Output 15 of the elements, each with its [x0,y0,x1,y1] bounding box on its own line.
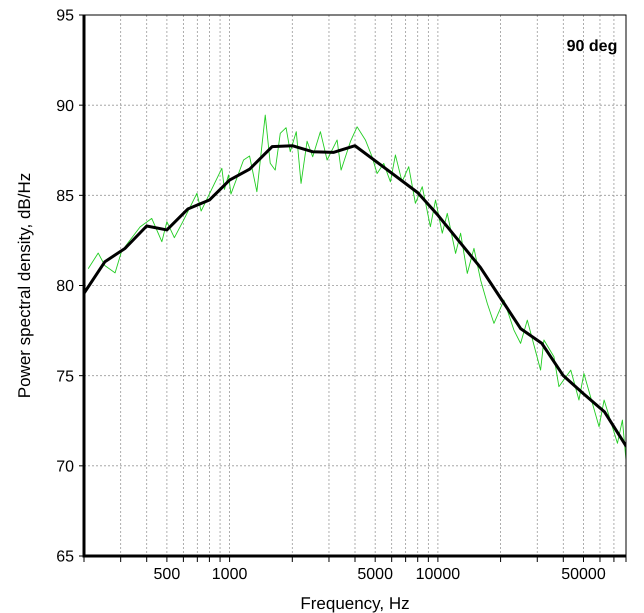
x-tick-label: 50000 [561,566,606,583]
y-axis-title: Power spectral density, dB/Hz [15,172,34,398]
y-tick-label: 70 [56,458,74,476]
annotation: 90 deg [566,38,618,55]
x-tick-label: 500 [154,566,180,583]
y-tick-label: 85 [56,188,74,205]
x-tick-label: 10000 [416,566,460,583]
y-tick-label: 65 [56,548,74,566]
x-tick-label: 5000 [357,566,394,583]
y-tick-label: 95 [56,8,74,25]
y-tick-label: 75 [56,368,74,386]
y-tick-label: 80 [56,278,74,296]
x-axis-title: Frequency, Hz [300,594,410,613]
y-tick-label: 90 [56,98,74,115]
x-tick-label: 1000 [212,566,248,583]
